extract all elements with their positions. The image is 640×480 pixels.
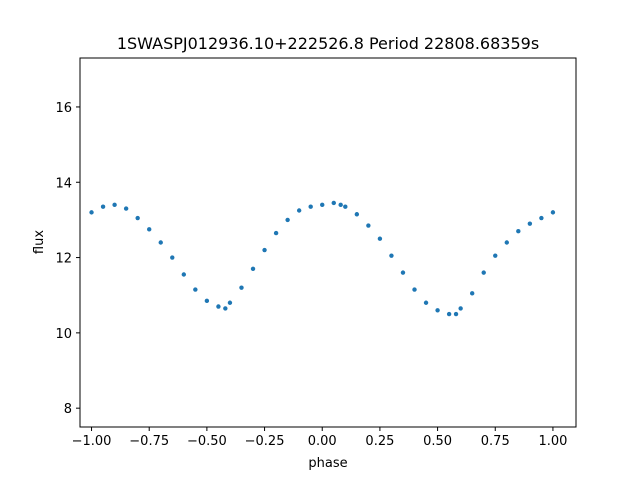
data-point [147, 227, 152, 232]
data-point [412, 287, 417, 292]
data-point [423, 300, 429, 305]
y-axis-label: flux [32, 230, 47, 254]
y-tick-label: 10 [55, 327, 72, 342]
data-point [308, 204, 313, 209]
x-axis-label: phase [308, 456, 347, 471]
data-point [400, 270, 406, 275]
data-point [89, 210, 94, 215]
x-tick-label: 0.00 [308, 434, 337, 449]
data-point [469, 291, 475, 296]
data-point [296, 208, 302, 213]
data-point [204, 298, 210, 304]
data-point [193, 287, 198, 292]
data-point [481, 270, 486, 275]
scatter-points [89, 200, 556, 317]
data-point [516, 229, 521, 234]
data-point [389, 253, 394, 258]
data-point [354, 212, 360, 217]
data-point [550, 210, 556, 215]
x-tick-label: −1.00 [72, 434, 112, 449]
x-tick-label: −0.25 [245, 434, 285, 449]
y-tick-label: 12 [55, 252, 72, 267]
data-point [285, 217, 290, 223]
data-point [320, 202, 325, 208]
data-point [331, 200, 336, 206]
data-point [216, 304, 221, 309]
data-point [458, 306, 463, 311]
data-point [112, 202, 117, 208]
y-tick-label: 14 [55, 176, 72, 191]
plot-frame [79, 57, 577, 428]
y-tick-label: 8 [64, 402, 72, 417]
data-point [223, 306, 228, 311]
x-tick-label: −0.75 [129, 434, 169, 449]
data-point [158, 240, 163, 245]
data-point [262, 247, 267, 253]
data-point [338, 202, 343, 208]
data-point [239, 285, 244, 290]
data-point [435, 308, 440, 313]
data-point [135, 215, 140, 221]
data-point [366, 223, 371, 228]
data-point [250, 266, 256, 272]
data-point [343, 204, 348, 209]
data-point [504, 240, 509, 245]
x-tick-label: 1.00 [538, 434, 567, 449]
data-point [539, 215, 544, 221]
x-tick-label: 0.75 [481, 434, 510, 449]
data-point [527, 221, 533, 226]
data-point [227, 300, 233, 305]
data-point [123, 206, 129, 211]
data-point [453, 311, 459, 317]
y-tick-label: 16 [55, 101, 72, 116]
data-point [100, 204, 106, 209]
y-axis: 8 10 12 14 16 [55, 101, 80, 417]
data-point [181, 272, 187, 277]
data-point [170, 255, 175, 260]
data-point [493, 253, 498, 258]
data-point [446, 311, 452, 317]
x-axis: −1.00 −0.75 −0.50 −0.25 0.00 0.25 0.50 0.75 1.00 [72, 427, 567, 449]
x-tick-label: 0.50 [423, 434, 452, 449]
data-point [377, 236, 383, 241]
x-tick-label: −0.50 [187, 434, 227, 449]
chart-title: 1SWASPJ012936.10+222526.8 Period 22808.6… [117, 34, 539, 53]
data-point [273, 230, 279, 236]
x-tick-label: 0.25 [365, 434, 394, 449]
